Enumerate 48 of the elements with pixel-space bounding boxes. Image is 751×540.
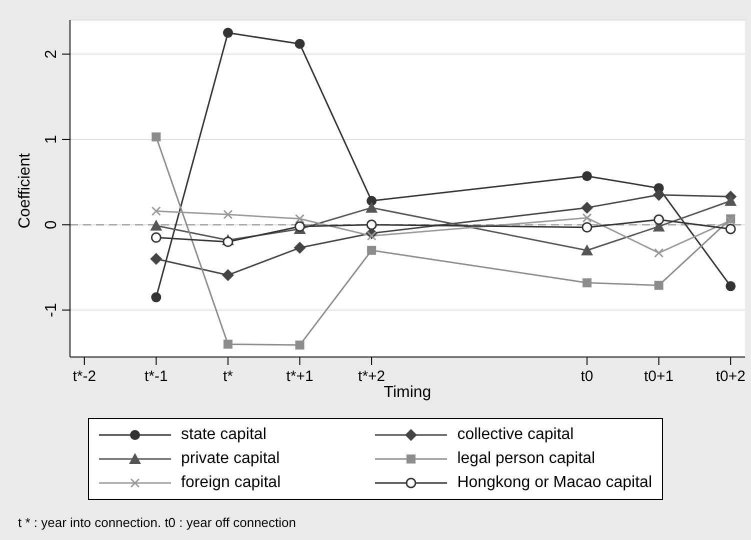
legend-label: legal person capital <box>457 450 596 468</box>
point <box>222 28 233 38</box>
point <box>294 242 306 254</box>
point <box>654 280 664 290</box>
x-tick-label: t*+1 <box>286 368 314 385</box>
point <box>366 202 378 213</box>
legend-label: foreign capital <box>181 474 281 492</box>
x-tick-label: t0 <box>580 368 594 385</box>
point <box>222 236 234 248</box>
point <box>150 232 162 243</box>
point <box>150 252 162 265</box>
x-tick-label: t*-2 <box>72 368 96 385</box>
point <box>367 246 376 255</box>
point <box>223 340 232 349</box>
point <box>151 292 162 302</box>
point <box>582 171 592 182</box>
point <box>581 244 594 256</box>
legend-label: private capital <box>181 450 280 468</box>
point <box>581 202 594 214</box>
x-tick-label: t0+1 <box>644 368 674 385</box>
point <box>366 220 377 230</box>
point <box>294 38 305 49</box>
text: t * : year into connection. t0 : year off connection <box>18 515 296 530</box>
legend-label: collective capital <box>457 426 574 444</box>
x-tick-label: t* <box>222 368 234 385</box>
point <box>724 194 737 206</box>
point <box>652 188 665 201</box>
point <box>654 214 664 225</box>
x-tick-label: t*-1 <box>144 368 168 385</box>
point <box>725 224 736 234</box>
x-tick-label: t0+2 <box>716 368 746 385</box>
x-tick-label: t*+2 <box>358 368 386 385</box>
y-tick-label: 0 <box>43 220 60 230</box>
point <box>152 132 161 142</box>
y-tick-label: 1 <box>43 134 60 144</box>
point <box>582 278 592 288</box>
point <box>150 220 162 231</box>
legend-label: state capital <box>181 426 266 444</box>
y-axis-title: Coefficient <box>16 152 34 228</box>
point <box>222 269 234 282</box>
point <box>726 281 736 292</box>
legend-label: Hongkong or Macao capital <box>457 474 652 492</box>
point <box>582 222 592 233</box>
point <box>294 221 306 232</box>
y-tick-label: 2 <box>43 50 60 59</box>
point <box>295 340 304 350</box>
y-tick-label: -1 <box>43 302 60 318</box>
x-axis-title: Timing <box>384 384 432 401</box>
